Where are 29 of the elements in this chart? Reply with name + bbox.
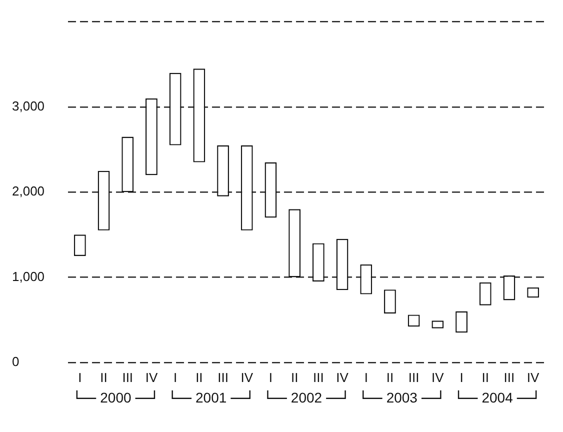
x-tick-label: IV: [336, 370, 349, 385]
y-tick-label: 2,000: [12, 184, 45, 199]
x-tick-label: I: [78, 370, 82, 385]
x-tick-label: II: [482, 370, 489, 385]
text: 2000: [100, 389, 132, 406]
y-tick-label: 1,000: [12, 268, 45, 284]
x-tick-label: II: [290, 370, 298, 385]
text: 2001: [196, 389, 227, 406]
text: 2003: [386, 389, 418, 406]
x-tick-label: II: [196, 370, 203, 385]
x-tick-label: I: [460, 370, 464, 385]
x-tick-label: IV: [432, 370, 444, 385]
x-tick-label: I: [268, 370, 273, 385]
x-tick-label: IV: [145, 370, 158, 385]
x-tick-label: III: [122, 370, 134, 385]
text: 2004: [482, 389, 514, 406]
x-tick-label: III: [408, 370, 420, 385]
x-tick-label: II: [386, 370, 394, 385]
x-tick-label: III: [218, 370, 228, 385]
x-tick-label: I: [364, 370, 368, 385]
y-tick-label: 3,000: [12, 98, 45, 114]
x-tick-label: III: [313, 370, 324, 385]
x-tick-label: IV: [526, 370, 540, 385]
x-tick-label: IV: [240, 370, 254, 385]
text: 2002: [290, 389, 322, 406]
x-tick-label: I: [174, 370, 178, 385]
x-tick-label: II: [100, 370, 108, 385]
x-tick-label: III: [504, 370, 515, 385]
y-tick-label: 0: [12, 354, 20, 369]
